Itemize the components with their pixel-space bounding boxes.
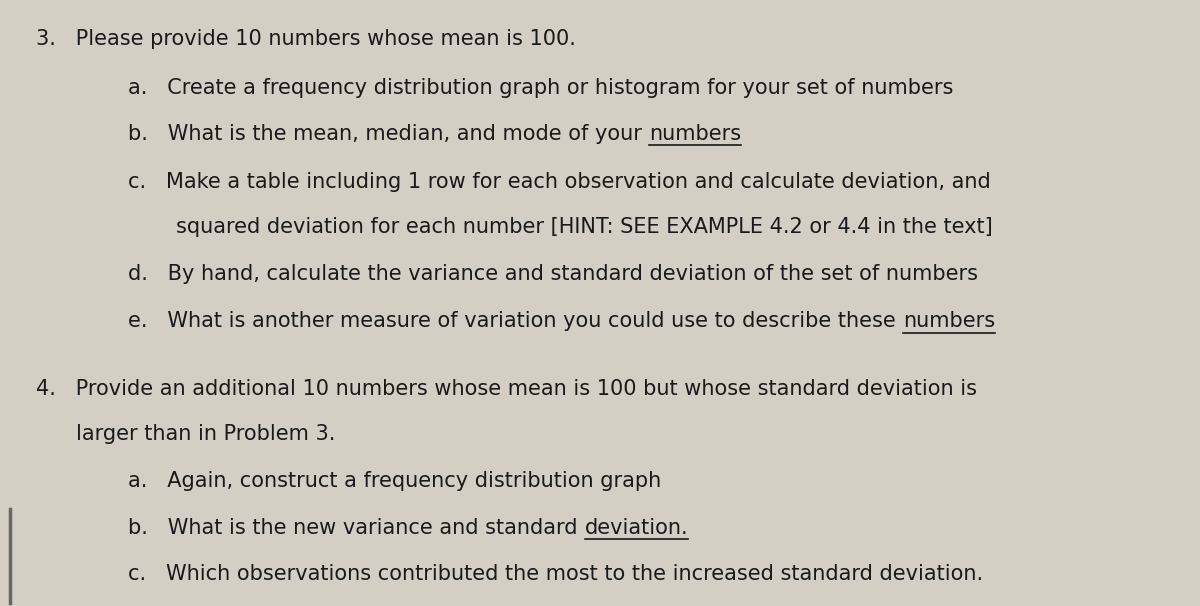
Text: a.   Again, construct a frequency distribution graph: a. Again, construct a frequency distribu… [128,471,661,491]
Text: 4.   Provide an additional 10 numbers whose mean is 100 but whose standard devia: 4. Provide an additional 10 numbers whos… [36,379,977,399]
Text: b.   What is the new variance and standard: b. What is the new variance and standard [128,518,584,538]
Text: 3.   Please provide 10 numbers whose mean is 100.: 3. Please provide 10 numbers whose mean … [36,29,576,49]
Text: a.   Create a frequency distribution graph or histogram for your set of numbers: a. Create a frequency distribution graph… [128,78,954,98]
Text: e.   What is another measure of variation you could use to describe these: e. What is another measure of variation … [128,311,902,331]
Text: squared deviation for each number [HINT: SEE EXAMPLE 4.2 or 4.4 in the text]: squared deviation for each number [HINT:… [176,217,994,237]
Text: c.   Which observations contributed the most to the increased standard deviation: c. Which observations contributed the mo… [128,564,984,584]
Text: deviation.: deviation. [584,518,688,538]
Text: d.   By hand, calculate the variance and standard deviation of the set of number: d. By hand, calculate the variance and s… [128,264,978,284]
Text: numbers: numbers [649,124,742,144]
Text: b.   What is the mean, median, and mode of your: b. What is the mean, median, and mode of… [128,124,649,144]
Text: larger than in Problem 3.: larger than in Problem 3. [76,424,335,444]
Text: c.   Make a table including 1 row for each observation and calculate deviation, : c. Make a table including 1 row for each… [128,172,991,192]
Text: numbers: numbers [902,311,995,331]
